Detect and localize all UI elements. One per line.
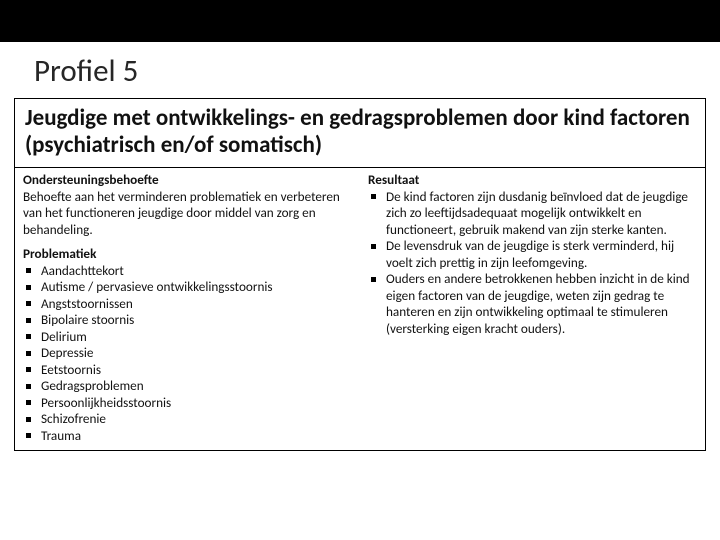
top-bar <box>0 0 720 42</box>
left-column: Ondersteuningsbehoefte Behoefte aan het … <box>15 168 360 450</box>
list-item-label: De kind factoren zijn dusdanig beïnvloed… <box>386 188 688 238</box>
problematics-title: Problematiek <box>23 246 352 263</box>
list-item-label: Ouders en andere betrokkenen hebben inzi… <box>386 270 690 337</box>
list-item: Gedragsproblemen <box>23 378 352 395</box>
list-item: De kind factoren zijn dusdanig beïnvloed… <box>368 189 697 239</box>
list-item: Trauma <box>23 428 352 445</box>
list-item-label: Schizofrenie <box>41 410 106 427</box>
support-need-body: Behoefte aan het verminderen problematie… <box>23 188 340 238</box>
list-item-label: Trauma <box>41 427 81 444</box>
list-item-label: De levensdruk van de jeugdige is sterk v… <box>386 237 674 271</box>
list-item: Schizofrenie <box>23 411 352 428</box>
list-item: De levensdruk van de jeugdige is sterk v… <box>368 238 697 271</box>
heading-box: Jeugdige met ontwikkelings- en gedragspr… <box>14 98 706 168</box>
result-list: De kind factoren zijn dusdanig beïnvloed… <box>368 189 697 338</box>
right-column: Resultaat De kind factoren zijn dusdanig… <box>360 168 705 450</box>
list-item-label: Angststoornissen <box>41 295 133 312</box>
list-item: Ouders en andere betrokkenen hebben inzi… <box>368 271 697 337</box>
list-item-label: Bipolaire stoornis <box>41 311 134 328</box>
list-item-label: Gedragsproblemen <box>41 377 144 394</box>
result-title: Resultaat <box>368 172 697 189</box>
list-item: Aandachttekort <box>23 263 352 280</box>
problematics-list: Aandachttekort Autisme / pervasieve ontw… <box>23 263 352 445</box>
support-need-title: Ondersteuningsbehoefte <box>23 171 159 188</box>
list-item: Autisme / pervasieve ontwikkelingsstoorn… <box>23 279 352 296</box>
list-item: Bipolaire stoornis <box>23 312 352 329</box>
list-item: Eetstoornis <box>23 362 352 379</box>
list-item-label: Persoonlijkheidsstoornis <box>41 394 171 411</box>
list-item-label: Aandachttekort <box>41 262 124 279</box>
list-item-label: Eetstoornis <box>41 361 101 378</box>
main-heading: Jeugdige met ontwikkelings- en gedragspr… <box>25 105 695 159</box>
page-title: Profiel 5 <box>0 42 720 98</box>
list-item: Depressie <box>23 345 352 362</box>
list-item: Angststoornissen <box>23 296 352 313</box>
list-item: Delirium <box>23 329 352 346</box>
list-item-label: Delirium <box>41 328 87 345</box>
list-item-label: Depressie <box>41 344 94 361</box>
list-item: Persoonlijkheidsstoornis <box>23 395 352 412</box>
content-box: Ondersteuningsbehoefte Behoefte aan het … <box>14 168 706 451</box>
list-item-label: Autisme / pervasieve ontwikkelingsstoorn… <box>41 278 273 295</box>
